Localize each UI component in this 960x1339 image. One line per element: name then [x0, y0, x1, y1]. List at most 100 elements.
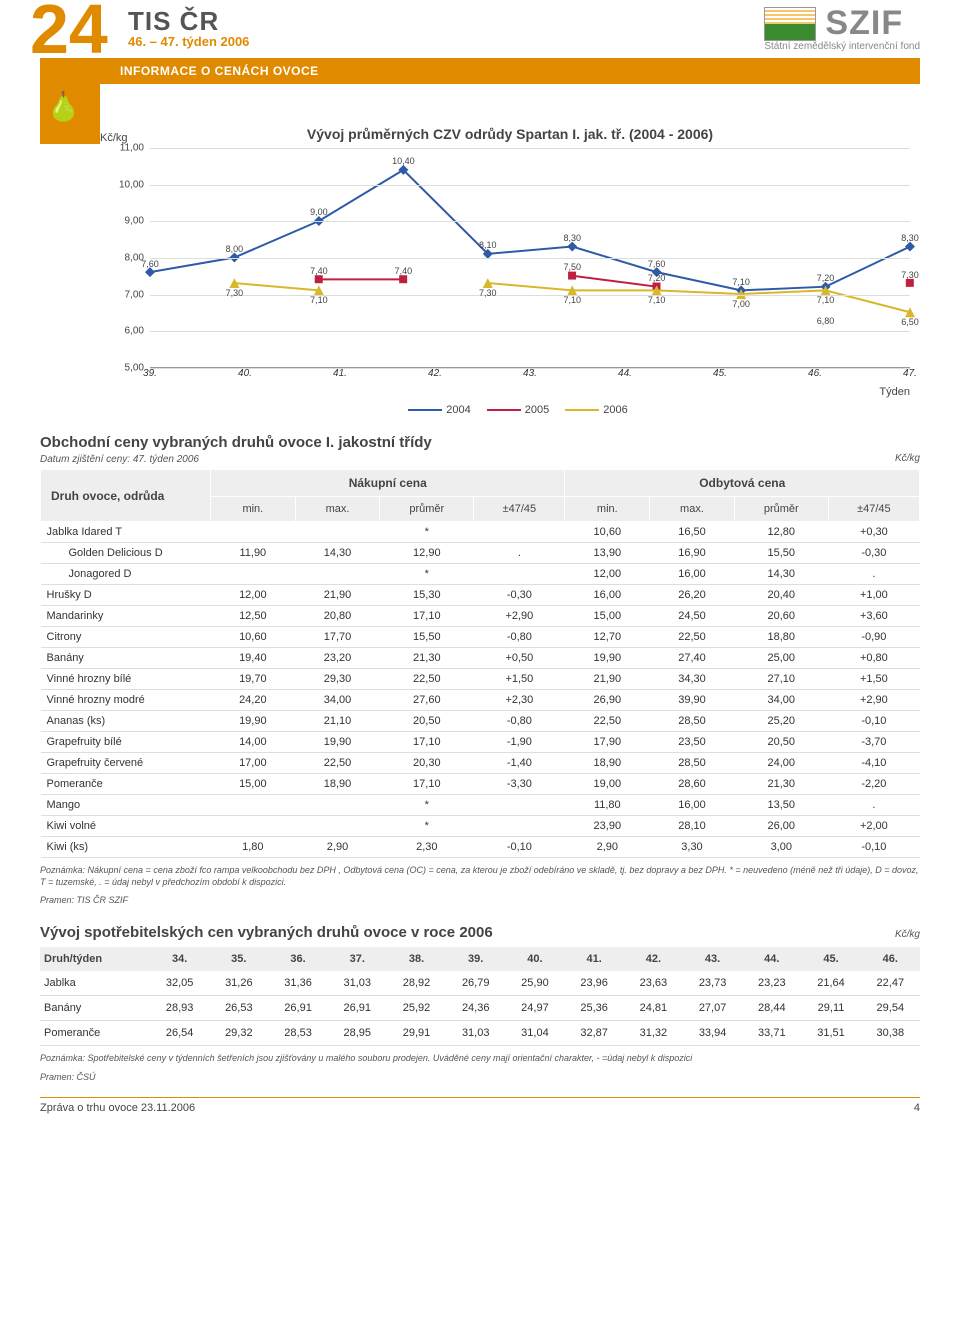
table-row: Vinné hrozny bílé19,7029,3022,50+1,5021,… [41, 669, 920, 690]
table2-week-header: 43. [683, 947, 742, 971]
week-label: 46. – 47. týden 2006 [128, 34, 249, 49]
table-cell: +0,50 [474, 648, 565, 669]
legend-swatch [408, 409, 442, 411]
table-cell: 26,53 [209, 996, 268, 1021]
table2-row-header: Druh/týden [40, 947, 150, 971]
table-cell: 15,00 [565, 606, 650, 627]
table-cell: . [828, 564, 919, 585]
table-cell: 31,03 [446, 1021, 505, 1046]
table-cell: 20,40 [734, 585, 828, 606]
table-cell: 28,60 [650, 774, 735, 795]
table-cell: 26,91 [268, 996, 327, 1021]
table-cell [211, 795, 296, 816]
table-cell: 34,30 [650, 669, 735, 690]
row-name: Banány [41, 648, 211, 669]
table-cell: 28,50 [650, 711, 735, 732]
table2-week-header: 39. [446, 947, 505, 971]
table-cell: 16,90 [650, 543, 735, 564]
table2-title: Vývoj spotřebitelských cen vybraných dru… [40, 924, 493, 941]
chart-point-label: 7,60 [648, 259, 666, 269]
chart-point-label: 7,10 [563, 295, 581, 305]
chart-y-tick: 11,00 [100, 143, 144, 154]
table-cell: 18,80 [734, 627, 828, 648]
table-row: Vinné hrozny modré24,2034,0027,60+2,3026… [41, 690, 920, 711]
chart-point-label: 7,00 [732, 299, 750, 309]
table-cell [474, 522, 565, 543]
table1-meta-left: Datum zjištění ceny: 47. týden 2006 [40, 454, 199, 465]
table-cell: 17,10 [380, 732, 474, 753]
table-cell: 31,36 [268, 971, 327, 996]
table-cell: 15,00 [211, 774, 296, 795]
table-cell: 10,60 [211, 627, 296, 648]
table-cell: 29,54 [861, 996, 920, 1021]
table-cell: 2,90 [565, 837, 650, 858]
chart-x-tick: 43. [523, 368, 537, 379]
table-cell: 12,50 [211, 606, 296, 627]
table-cell: +2,00 [828, 816, 919, 837]
table-cell: 19,40 [211, 648, 296, 669]
table-cell: 12,00 [211, 585, 296, 606]
table-cell: 23,73 [683, 971, 742, 996]
table-cell: +0,30 [828, 522, 919, 543]
table-cell: 39,90 [650, 690, 735, 711]
table1-subheader: ±47/45 [828, 497, 919, 522]
table-cell: 13,90 [565, 543, 650, 564]
table-cell: -3,70 [828, 732, 919, 753]
table-cell: 24,81 [624, 996, 683, 1021]
row-name: Jablka Idared T [41, 522, 211, 543]
table2-source: Pramen: ČSÚ [40, 1071, 920, 1083]
table-cell: 14,30 [734, 564, 828, 585]
row-name: Jablka [40, 971, 150, 996]
chart-y-tick: 10,00 [100, 179, 144, 190]
table-cell: 10,60 [565, 522, 650, 543]
table-cell: 29,32 [209, 1021, 268, 1046]
table-cell: 17,10 [380, 606, 474, 627]
table-cell: -1,40 [474, 753, 565, 774]
table-cell: -4,10 [828, 753, 919, 774]
table-cell: 24,36 [446, 996, 505, 1021]
table-cell: 33,94 [683, 1021, 742, 1046]
row-name: Grapefruity bílé [41, 732, 211, 753]
table1-subheader: max. [650, 497, 735, 522]
table-cell [211, 816, 296, 837]
table-cell: * [380, 522, 474, 543]
table-cell: -0,10 [828, 711, 919, 732]
chart-point-label: 7,10 [732, 277, 750, 287]
table-cell: 23,23 [742, 971, 801, 996]
chart-y-tick: 9,00 [100, 216, 144, 227]
table-row: Jablka Idared T*10,6016,5012,80+0,30 [41, 522, 920, 543]
table1-subheader: ±47/45 [474, 497, 565, 522]
table-cell: 1,80 [211, 837, 296, 858]
table-cell: 22,50 [295, 753, 380, 774]
table-row: Pomeranče26,5429,3228,5328,9529,9131,033… [40, 1021, 920, 1046]
table-cell [295, 564, 380, 585]
table-cell: 22,47 [861, 971, 920, 996]
table-cell [211, 522, 296, 543]
table2-week-header: 46. [861, 947, 920, 971]
table-cell: 24,50 [650, 606, 735, 627]
table-cell: 28,50 [650, 753, 735, 774]
table-row: Golden Delicious D11,9014,3012,90.13,901… [41, 543, 920, 564]
table-cell [474, 816, 565, 837]
table-cell: -1,90 [474, 732, 565, 753]
chart-x-tick: 46. [808, 368, 822, 379]
chart-x-tick: 41. [333, 368, 347, 379]
table-cell: 20,50 [734, 732, 828, 753]
table-cell: 12,90 [380, 543, 474, 564]
table-cell: +1,50 [828, 669, 919, 690]
row-name: Hrušky D [41, 585, 211, 606]
table-cell: 17,90 [565, 732, 650, 753]
table-cell: 3,30 [650, 837, 735, 858]
chart-point-label: 7,40 [395, 266, 413, 276]
chart-y-tick: 8,00 [100, 253, 144, 264]
table-cell: 17,10 [380, 774, 474, 795]
consumer-price-table: Druh/týden34.35.36.37.38.39.40.41.42.43.… [40, 947, 920, 1046]
table-cell: 23,20 [295, 648, 380, 669]
chart-point-label: 7,10 [648, 295, 666, 305]
table-cell: 22,50 [380, 669, 474, 690]
table-row: Banány19,4023,2021,30+0,5019,9027,4025,0… [41, 648, 920, 669]
table-cell: 19,90 [565, 648, 650, 669]
chart-x-tick: 40. [238, 368, 252, 379]
table-cell: . [474, 543, 565, 564]
table-cell: 33,71 [742, 1021, 801, 1046]
